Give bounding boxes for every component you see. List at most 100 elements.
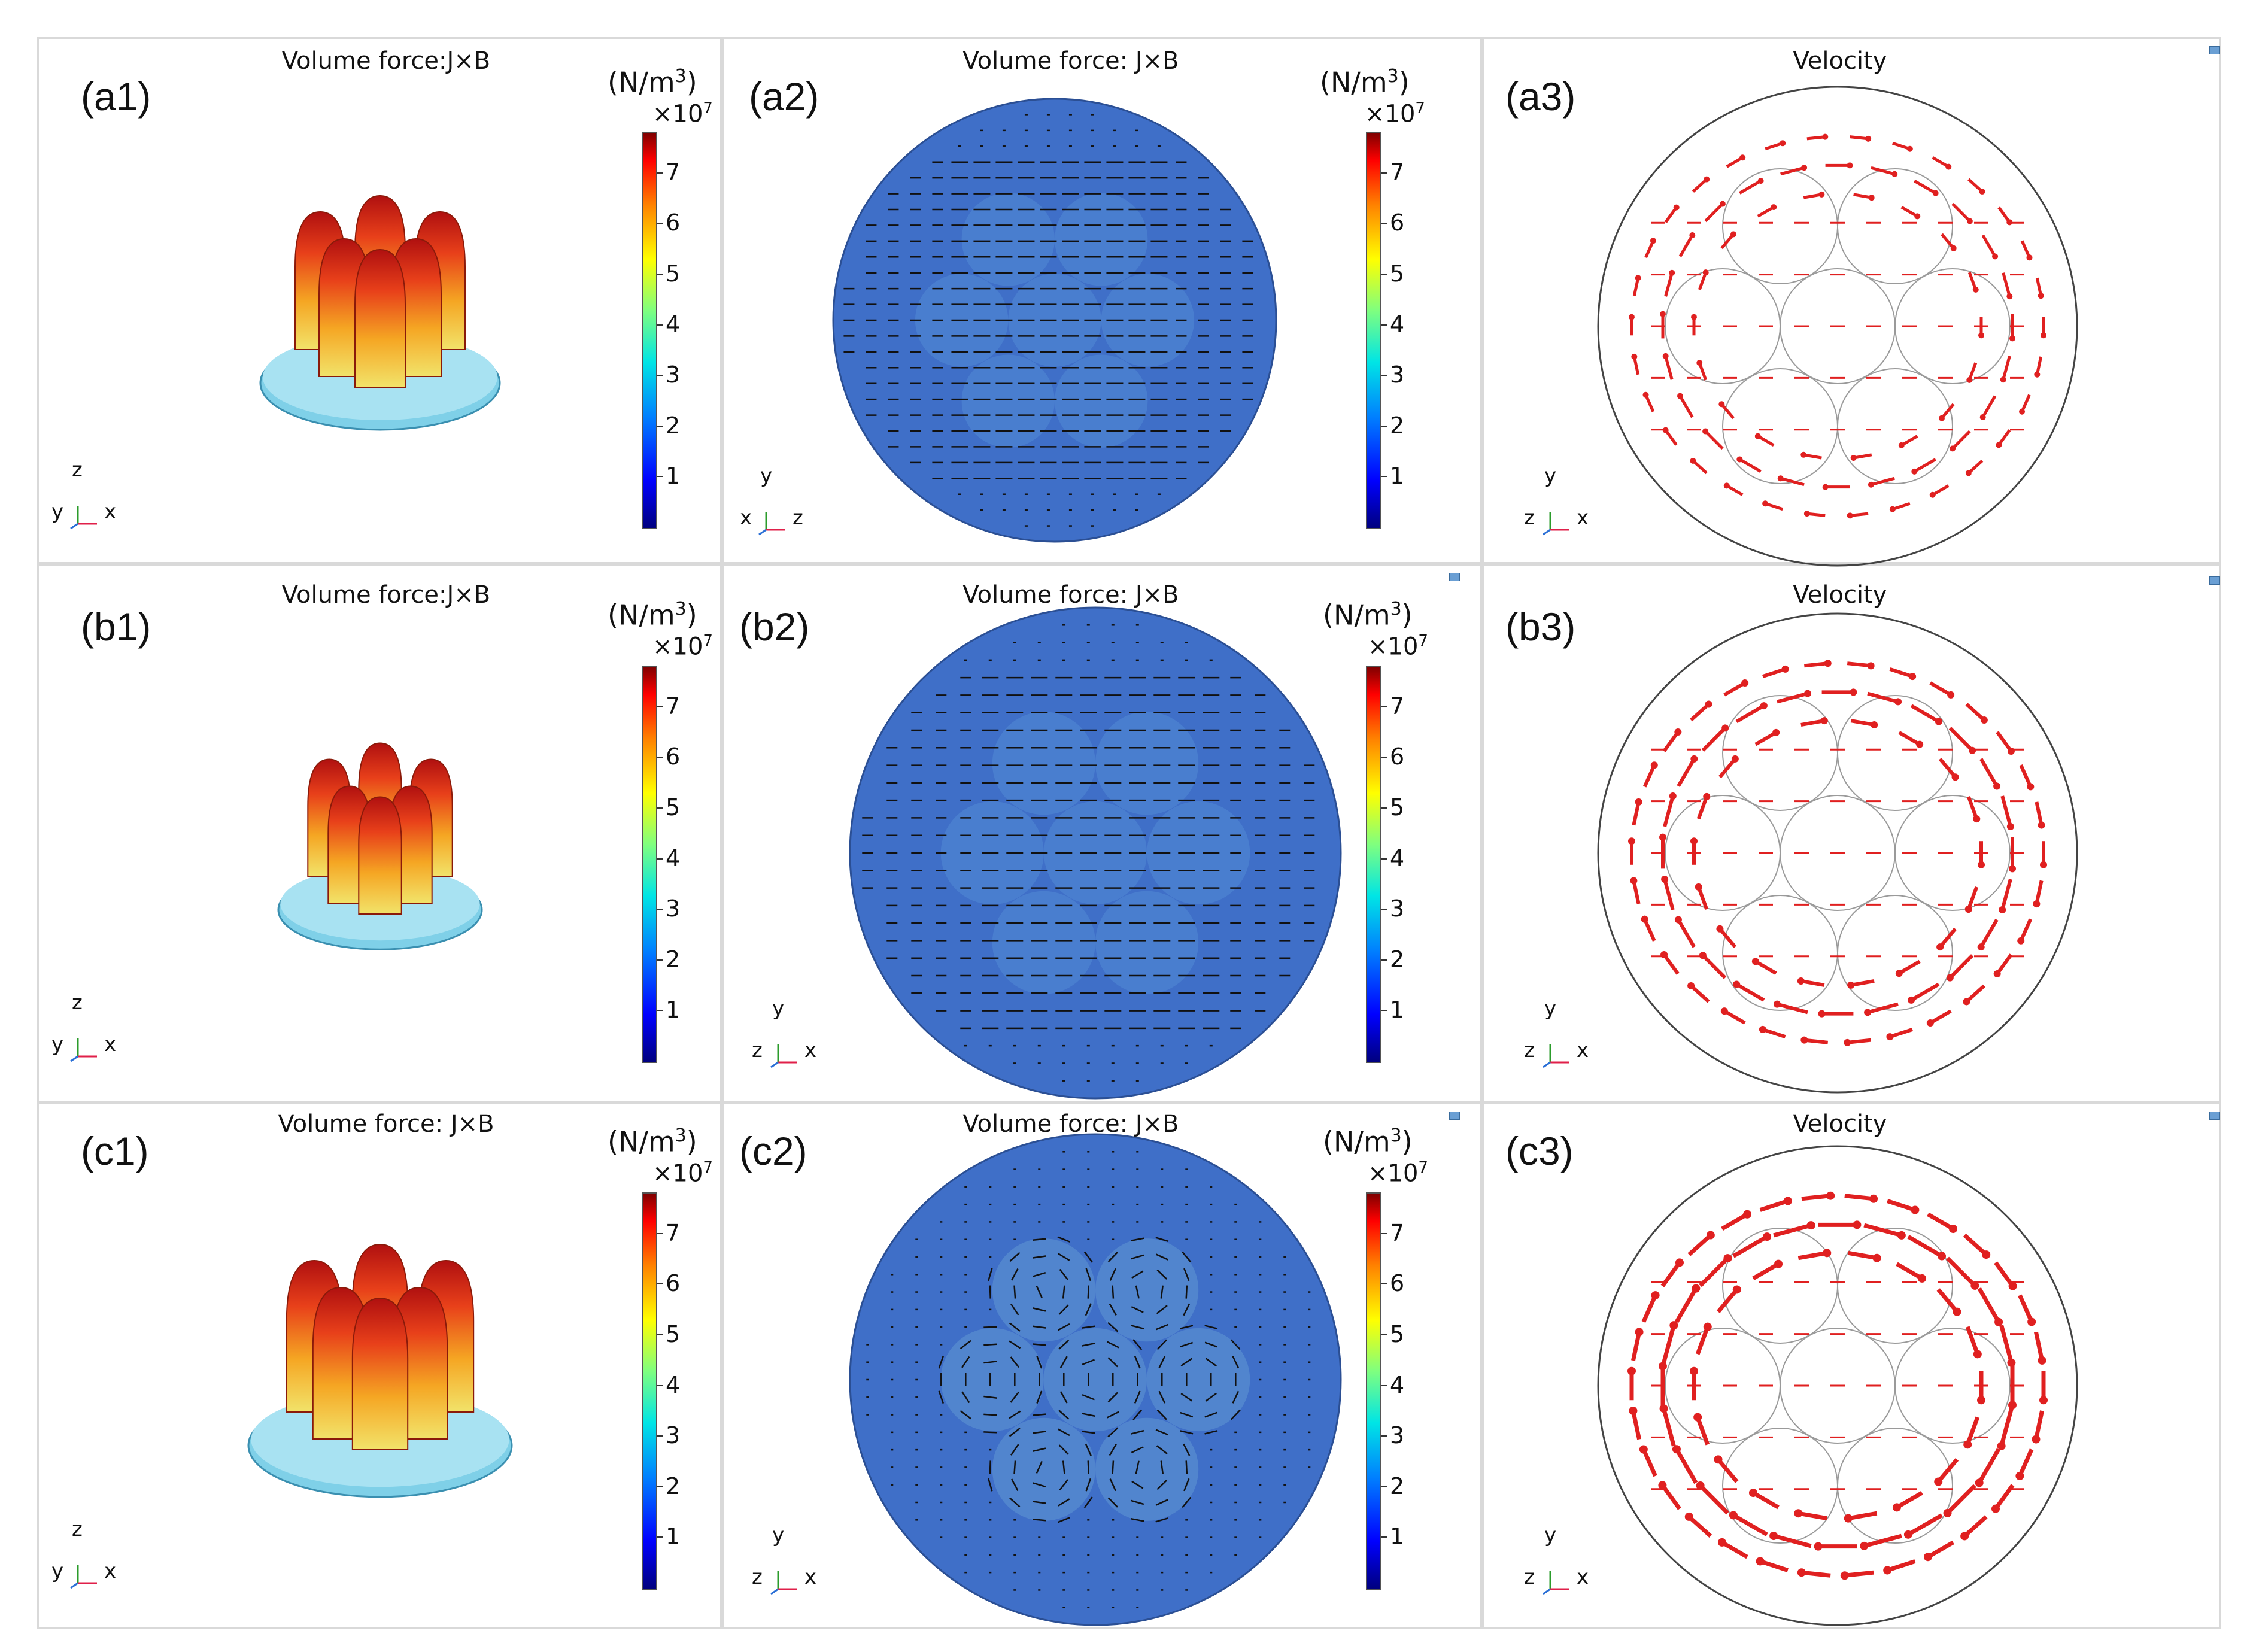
colorbar-tick-label: 5 (1390, 260, 1405, 287)
velocity-arrow (1735, 704, 1765, 724)
velocity-arrow (1887, 1199, 1916, 1212)
colorbar-tick (1381, 273, 1387, 275)
velocity-arrow-head (1936, 943, 1944, 951)
electrode-column (358, 796, 402, 915)
velocity-arrow-head (1635, 275, 1641, 281)
velocity-arrow (1704, 430, 1724, 450)
velocity-arrow-head (1963, 998, 1970, 1006)
colorbar-tick-label: 3 (666, 1422, 681, 1449)
force-arrow (1158, 1356, 1166, 1369)
velocity-arrow-head (1979, 189, 1985, 195)
velocity-arrow (1677, 918, 1696, 948)
velocity-arrow (1644, 394, 1655, 412)
panel-label: (b2) (739, 605, 810, 649)
velocity-arrow (1979, 918, 1999, 948)
velocity-arrow-head (1721, 724, 1729, 732)
velocity-arrow (1871, 476, 1895, 487)
velocity-arrow (1994, 1484, 2015, 1510)
force-arrow (1156, 1409, 1167, 1420)
velocity-arrow-head (1674, 916, 1682, 924)
velocity-arrow-head (1801, 165, 1808, 171)
velocity-arrow (2019, 918, 2033, 942)
colorbar-unit: (N/m3) (608, 599, 697, 631)
axis-line (1543, 1588, 1551, 1595)
velocity-arrow-head (1869, 1194, 1878, 1203)
velocity-arrow (1965, 984, 1985, 1003)
axis-label: z (72, 458, 83, 482)
velocity-arrow-head (1926, 1019, 1934, 1027)
velocity-arrow-head (1892, 1503, 1901, 1512)
force-arrow (1131, 1237, 1144, 1241)
axis-label: y (51, 500, 64, 524)
velocity-arrow (1981, 395, 1997, 418)
axis-label: x (1577, 506, 1589, 530)
colorbar-tick (657, 324, 663, 326)
velocity-arrow-head (1889, 506, 1896, 512)
velocity-arrow-head (1773, 1000, 1781, 1008)
velocity-arrow (1800, 719, 1825, 727)
velocity-arrow (1664, 429, 1678, 446)
velocity-arrow-head (2006, 293, 2013, 300)
electrode-spot (940, 1328, 1044, 1432)
velocity-arrow-head (2006, 822, 2014, 830)
velocity-arrow (1735, 982, 1765, 1002)
velocity-arrow (1780, 166, 1805, 176)
electrode-outline (1722, 1227, 1838, 1344)
force-disc-a (832, 98, 1277, 543)
velocity-arrow (1800, 979, 1825, 987)
velocity-arrow (1981, 234, 1997, 257)
colorbar (1366, 666, 1381, 1063)
velocity-arrow-head (1865, 135, 1872, 142)
panel-c3: (c3) Velocity (1482, 1103, 2221, 1629)
force-arrow (1132, 1409, 1143, 1420)
velocity-arrow-head (1991, 1504, 2000, 1513)
velocity-arrow-head (2034, 371, 2041, 378)
velocity-arrow-head (1994, 1317, 2003, 1326)
colorbar-tick-label: 4 (1390, 1371, 1405, 1398)
export-icon (2209, 46, 2220, 54)
velocity-arrow (1641, 1294, 1657, 1323)
velocity-arrow-head (1650, 761, 1658, 769)
velocity-arrow-head (1675, 1258, 1684, 1267)
colorbar (642, 132, 657, 529)
velocity-arrow (2002, 356, 2011, 380)
force-arrow (1033, 1413, 1046, 1416)
colorbar-tick-label: 5 (666, 1320, 681, 1347)
velocity-arrow (1718, 927, 1737, 949)
force-arrow (1059, 1479, 1069, 1491)
velocity-arrow (1777, 1002, 1808, 1015)
colorbar-scale: ×107 (652, 1159, 713, 1188)
force-arrow (1180, 1430, 1194, 1435)
colorbar-tick-label: 5 (1390, 794, 1405, 821)
colorbar-tick-label: 2 (666, 1472, 681, 1499)
velocity-arrow-head (2008, 1281, 2017, 1290)
velocity-arrow-head (1762, 500, 1769, 507)
velocity-arrow-head (1980, 716, 1988, 724)
velocity-arrow (1765, 141, 1784, 151)
force-arrow (1132, 1339, 1143, 1350)
velocity-arrow (1780, 476, 1805, 487)
force-arrow (1057, 1236, 1070, 1243)
force-arrow (1109, 1478, 1116, 1492)
velocity-arrow-head (1794, 1509, 1803, 1518)
panel-label: (a2) (749, 74, 819, 119)
velocity-arrow-head (1732, 1285, 1741, 1294)
velocity-arrow-head (1733, 980, 1741, 988)
velocity-arrow (2034, 1331, 2044, 1361)
force-arrow (1183, 1268, 1190, 1281)
velocity-arrow-head (1963, 1440, 1972, 1449)
velocity-arrow-head (1895, 970, 1903, 977)
panel-title: Volume force:J×B (281, 581, 491, 609)
colorbar-tick-label: 3 (666, 362, 681, 388)
velocity-arrow (1844, 1194, 1874, 1201)
velocity-arrow-head (1659, 1362, 1667, 1371)
velocity-arrow (1726, 484, 1744, 496)
force-arrow (1160, 1460, 1164, 1474)
force-arrow (1107, 1427, 1119, 1438)
electrode-column (354, 248, 406, 388)
velocity-arrow (1642, 918, 1656, 942)
velocity-arrow (1932, 484, 1950, 496)
force-arrow (983, 1413, 997, 1416)
colorbar-unit: (N/m3) (1320, 66, 1410, 99)
domain-outline (1597, 1145, 2078, 1626)
